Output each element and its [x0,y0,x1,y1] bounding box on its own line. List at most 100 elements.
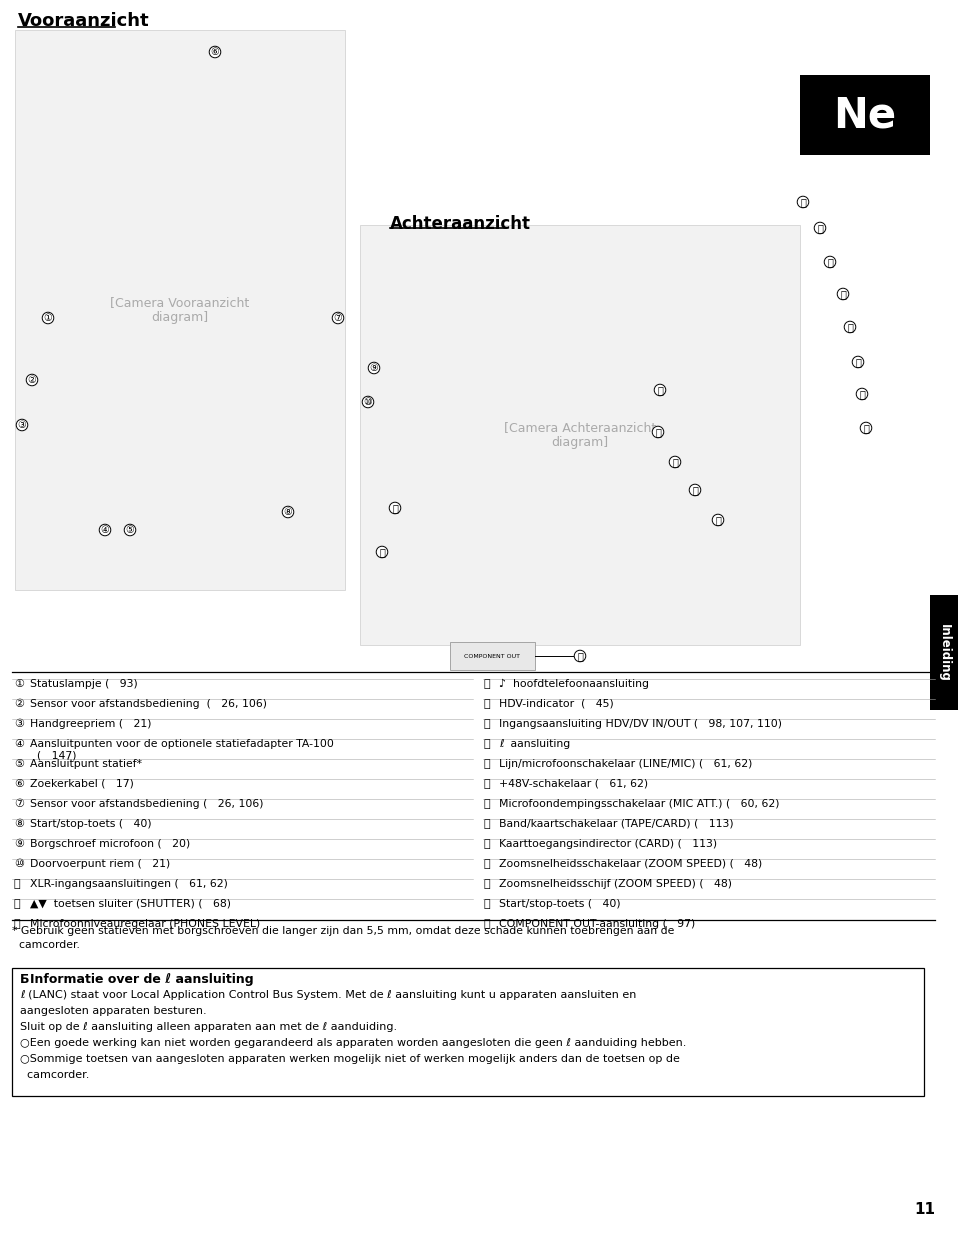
Text: Microfoondempingsschakelaar (MIC ATT.) (   60, 62): Microfoondempingsschakelaar (MIC ATT.) (… [499,799,780,809]
Bar [12,969,924,1096]
Text: Vooraanzicht: Vooraanzicht [18,12,150,30]
Text: Band/kaartschakelaar (TAPE/CARD) (   113): Band/kaartschakelaar (TAPE/CARD) ( 113) [499,819,733,829]
Text: ㉕: ㉕ [715,515,721,524]
Text: ④: ④ [101,524,109,534]
Text: ㉕: ㉕ [483,899,490,909]
Text: Kaarttoegangsindirector (CARD) (   113): Kaarttoegangsindirector (CARD) ( 113) [499,839,717,849]
Text: ㉒: ㉒ [655,427,660,437]
Text: Handgreepriem (   21): Handgreepriem ( 21) [30,719,152,729]
Text: ⑯: ⑯ [483,719,490,729]
Text: camcorder.: camcorder. [20,1070,89,1080]
Text: ㉑: ㉑ [657,385,663,395]
Text: ⑱: ⑱ [483,760,490,769]
Text: ②: ② [28,375,36,385]
Text: ⑬: ⑬ [14,919,20,929]
Text: ①: ① [14,679,24,689]
Bar [800,75,930,155]
Text: ㉑: ㉑ [483,819,490,829]
Text: ⑦: ⑦ [334,313,343,323]
Text: ㉖: ㉖ [483,919,490,929]
Text: HDV-indicator  (   45): HDV-indicator ( 45) [499,699,613,709]
Text: +48V-schakelaar (   61, 62): +48V-schakelaar ( 61, 62) [499,779,648,789]
Text: ⑰: ⑰ [847,322,852,332]
Text: ㉔: ㉔ [692,485,698,495]
Text: Doorvoerpunt riem (   21): Doorvoerpunt riem ( 21) [30,858,170,870]
Text: ⑧: ⑧ [283,507,293,517]
Text: Zoomsnelheidsschijf (ZOOM SPEED) (   48): Zoomsnelheidsschijf (ZOOM SPEED) ( 48) [499,880,732,889]
Text: Lijn/microfoonschakelaar (LINE/MIC) (   61, 62): Lijn/microfoonschakelaar (LINE/MIC) ( 61… [499,760,753,769]
Text: ㉔: ㉔ [483,880,490,889]
Text: COMPONENT OUT-aansluiting (   97): COMPONENT OUT-aansluiting ( 97) [499,919,695,929]
Text: COMPONENT OUT: COMPONENT OUT [464,653,520,658]
Text: XLR-ingangsaansluitingen (   61, 62): XLR-ingangsaansluitingen ( 61, 62) [30,880,228,889]
Text: ⑲: ⑲ [859,388,865,400]
Text: Zoomsnelheidsschakelaar (ZOOM SPEED) (   48): Zoomsnelheidsschakelaar (ZOOM SPEED) ( 4… [499,858,762,870]
Text: ⑫: ⑫ [14,899,20,909]
Bar [15,30,345,590]
Bar [450,642,535,670]
Text: Ingangsaansluiting HDV/DV IN/OUT (   98, 107, 110): Ingangsaansluiting HDV/DV IN/OUT ( 98, 1… [499,719,782,729]
Text: ⑦: ⑦ [14,799,24,809]
Bar [930,595,958,710]
Text: ⑮: ⑮ [828,257,833,267]
Text: Borgschroef microfoon (   20): Borgschroef microfoon ( 20) [30,839,190,849]
Text: ⑪: ⑪ [392,503,398,513]
Text: ④: ④ [14,738,24,748]
Text: ⑩: ⑩ [14,858,24,870]
Text: ⑩: ⑩ [364,397,372,407]
Text: ⑭: ⑭ [483,679,490,689]
Text: (   147): ( 147) [30,751,77,761]
Text: ㉓: ㉓ [672,456,678,468]
Text: ℓ (LANC) staat voor Local Application Control Bus System. Met de ℓ aansluiting k: ℓ (LANC) staat voor Local Application Co… [20,990,636,999]
Text: ⑱: ⑱ [855,357,861,367]
Text: Informatie over de ℓ aansluiting: Informatie over de ℓ aansluiting [30,974,253,986]
Text: Statuslampje (   93): Statuslampje ( 93) [30,679,137,689]
Text: camcorder.: camcorder. [12,940,80,950]
Text: ○Een goede werking kan niet worden gegarandeerd als apparaten worden aangesloten: ○Een goede werking kan niet worden gegar… [20,1038,686,1048]
Text: ⑪: ⑪ [14,880,20,889]
Text: ③: ③ [14,719,24,729]
Text: ㉖: ㉖ [577,651,583,661]
Text: ①: ① [43,313,53,323]
Text: aangesloten apparaten besturen.: aangesloten apparaten besturen. [20,1006,206,1016]
Text: ⑨: ⑨ [370,362,378,374]
Text: Aansluitpunten voor de optionele statiefadapter TA-100: Aansluitpunten voor de optionele statief… [30,738,334,748]
Text: ▲▼  toetsen sluiter (SHUTTER) (   68): ▲▼ toetsen sluiter (SHUTTER) ( 68) [30,899,231,909]
Text: ⑫: ⑫ [379,547,385,557]
Text: Aansluitpunt statief*: Aansluitpunt statief* [30,760,142,769]
Text: ⑧: ⑧ [14,819,24,829]
Text: ⑳: ⑳ [483,799,490,809]
Text: Sensor voor afstandsbediening (   26, 106): Sensor voor afstandsbediening ( 26, 106) [30,799,263,809]
Text: ⑮: ⑮ [483,699,490,709]
Text: Б: Б [20,974,30,986]
Text: ♪  hoofdtelefoonaansluiting: ♪ hoofdtelefoonaansluiting [499,679,649,689]
Text: Start/stop-toets (   40): Start/stop-toets ( 40) [499,899,620,909]
Text: ⑭: ⑭ [817,223,823,233]
Text: ⑯: ⑯ [840,289,846,299]
Text: ⑰: ⑰ [483,738,490,748]
Text: ○Sommige toetsen van aangesloten apparaten werken mogelijk niet of werken mogeli: ○Sommige toetsen van aangesloten apparat… [20,1054,680,1064]
Text: Ne: Ne [833,94,897,136]
Text: ⑲: ⑲ [483,779,490,789]
Text: Sensor voor afstandsbediening  (   26, 106): Sensor voor afstandsbediening ( 26, 106) [30,699,267,709]
Text: * Gebruik geen statieven met borgschroeven die langer zijn dan 5,5 mm, omdat dez: * Gebruik geen statieven met borgschroev… [12,927,674,936]
Text: Zoekerkabel (   17): Zoekerkabel ( 17) [30,779,133,789]
Text: Start/stop-toets (   40): Start/stop-toets ( 40) [30,819,152,829]
Text: ⑥: ⑥ [14,779,24,789]
Text: ⑬: ⑬ [800,197,806,207]
Text: ⑨: ⑨ [14,839,24,849]
Text: ℓ  aansluiting: ℓ aansluiting [499,738,570,748]
Text: ⑥: ⑥ [210,47,220,57]
Text: ⑤: ⑤ [126,524,134,534]
Text: ㉒: ㉒ [483,839,490,849]
Text: 11: 11 [914,1202,935,1217]
Text: Inleiding: Inleiding [938,623,950,682]
Text: Achteraanzicht: Achteraanzicht [390,215,531,233]
Text: ㉓: ㉓ [483,858,490,870]
Text: ⑳: ⑳ [863,423,869,433]
Text: Sluit op de ℓ aansluiting alleen apparaten aan met de ℓ aanduiding.: Sluit op de ℓ aansluiting alleen apparat… [20,1022,397,1032]
Text: ⑤: ⑤ [14,760,24,769]
Text: ②: ② [14,699,24,709]
Text: [Camera Achteraanzicht
diagram]: [Camera Achteraanzicht diagram] [504,421,656,449]
Text: [Camera Vooraanzicht
diagram]: [Camera Vooraanzicht diagram] [110,296,250,324]
